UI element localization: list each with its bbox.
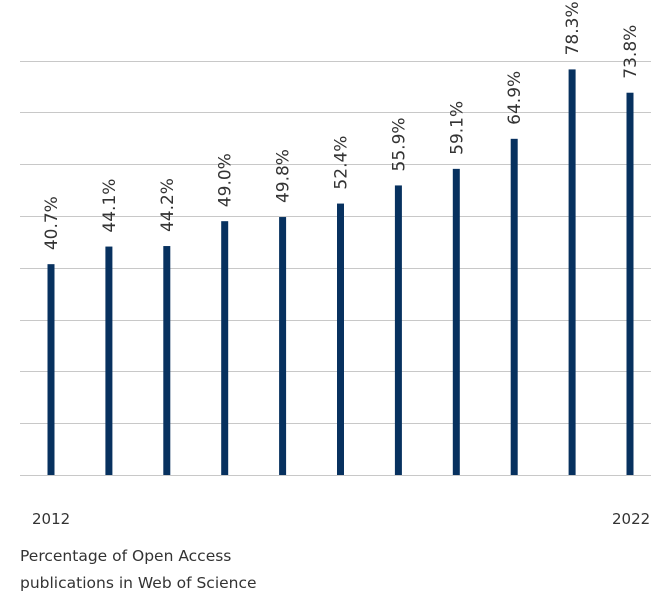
value-labels: 40.7% 44.1% 44.2% 49.0% 49.8% 52.4% 55.9% 59.1%…	[42, 1, 641, 250]
value-label-2017: 52.4%	[332, 136, 352, 190]
x-tick-label-last: 2022	[612, 510, 651, 528]
bar-2012	[47, 264, 55, 475]
value-label-2015: 49.0%	[216, 153, 236, 207]
value-label-2018: 55.9%	[389, 117, 409, 171]
bar-2022	[626, 92, 634, 475]
bar-2013	[105, 246, 113, 475]
bar-2017	[337, 203, 344, 475]
bar-2021	[568, 69, 576, 475]
bar-2020	[510, 138, 518, 475]
bar-2015	[221, 221, 229, 475]
chart-caption-line-2: publications in Web of Science	[20, 574, 257, 592]
chart-caption: Percentage of Open Access publications i…	[20, 543, 320, 597]
value-label-2021: 78.3%	[563, 1, 583, 55]
value-label-2014: 44.2%	[158, 178, 178, 232]
x-tick-label-first: 2012	[32, 510, 71, 528]
bar-2016	[279, 217, 287, 475]
grid-lines	[20, 61, 651, 476]
bar-2019	[452, 168, 460, 475]
value-label-2016: 49.8%	[274, 149, 294, 203]
value-label-2020: 64.9%	[505, 71, 525, 125]
bar-2018	[394, 185, 402, 476]
value-label-2019: 59.1%	[447, 101, 467, 155]
value-label-2013: 44.1%	[100, 179, 120, 233]
value-label-2022: 73.8%	[621, 25, 641, 79]
bars	[47, 69, 634, 476]
chart-caption-line-1: Percentage of Open Access	[20, 547, 232, 565]
value-label-2012: 40.7%	[42, 196, 62, 250]
bar-2014	[163, 246, 171, 475]
